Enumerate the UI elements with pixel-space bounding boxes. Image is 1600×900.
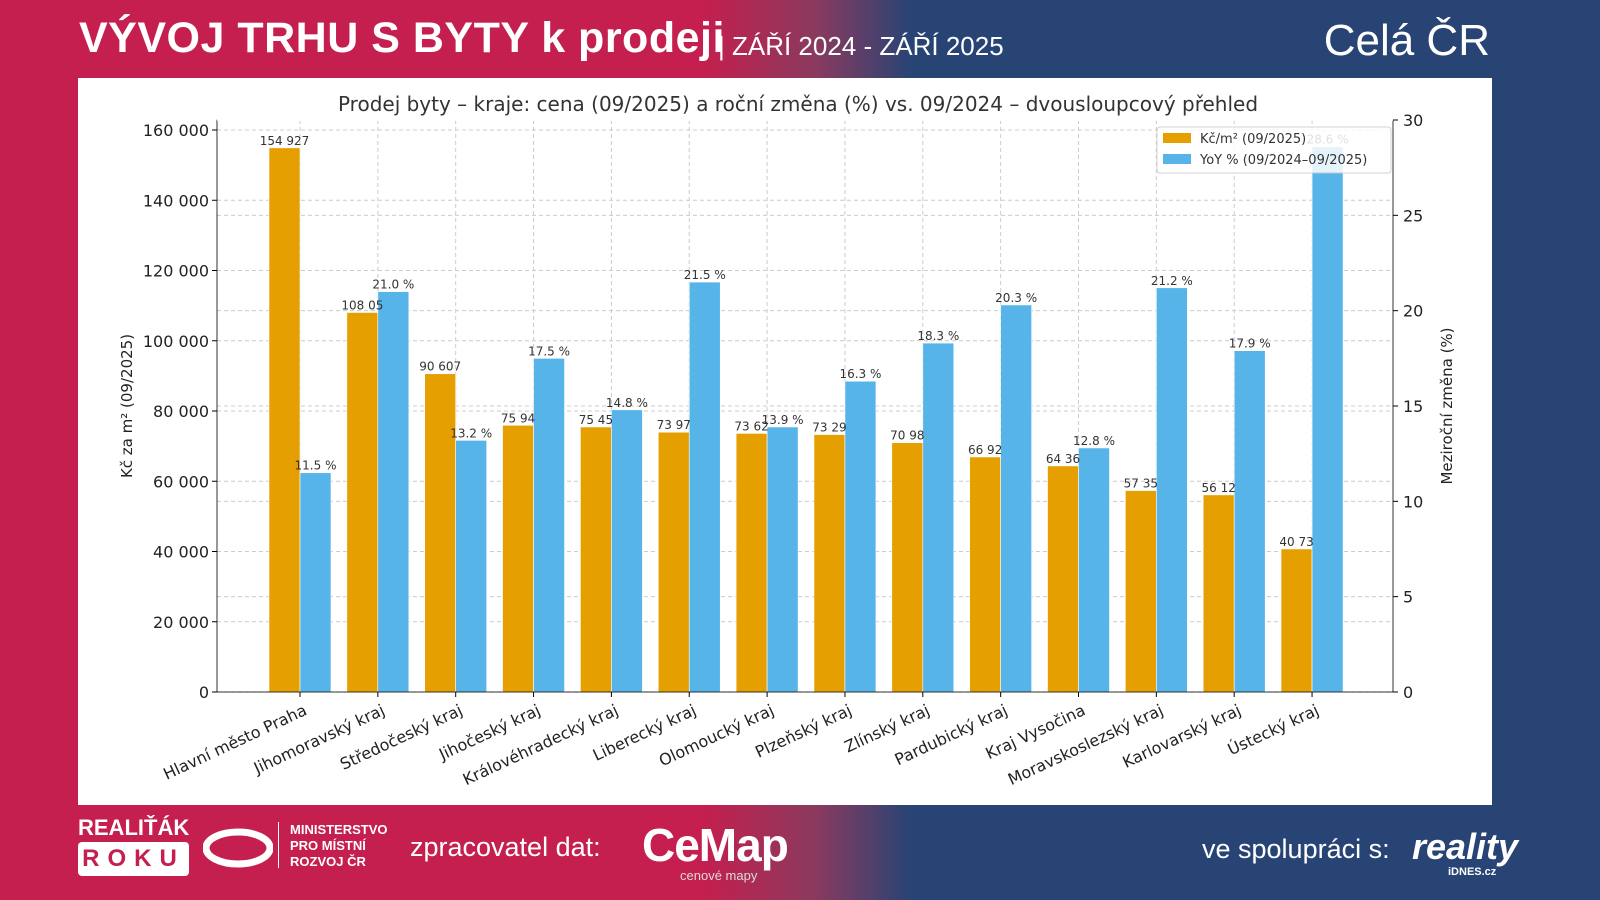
y-tick-label: 120 000 — [143, 262, 209, 281]
partner-label: ve spolupráci s: — [1202, 834, 1390, 864]
bar-price — [891, 442, 924, 693]
y-tick-label: 40 000 — [153, 543, 209, 562]
data-label-yoy: 20.3 % — [995, 291, 1037, 305]
bar-yoy — [611, 409, 643, 693]
realitak-logo-top: REALIŤÁK — [78, 815, 190, 840]
bar-yoy — [844, 380, 877, 693]
bar-yoy — [766, 426, 799, 693]
legend-label-yoy: YoY % (09/2024–09/2025) — [1199, 153, 1367, 168]
data-label-yoy: 17.5 % — [528, 344, 570, 358]
bar-price — [1202, 494, 1235, 693]
data-label-yoy: 18.3 % — [917, 329, 959, 343]
data-label-price: 154 927 — [260, 134, 310, 148]
page-title: VÝVOJ TRHU S BYTY k prodeji — [79, 14, 725, 62]
bar-price — [502, 424, 534, 693]
bar-yoy — [1156, 287, 1188, 693]
data-label-price: 73 97 — [657, 418, 691, 432]
y2-tick-label: 0 — [1403, 683, 1413, 702]
y-tick-label: 20 000 — [153, 613, 209, 632]
reality-idnes-logo: reality — [1412, 826, 1519, 867]
legend-label-price: Kč/m² (09/2025) — [1200, 132, 1306, 147]
cemap-logo: CeMap — [642, 819, 789, 871]
legend-swatch-yoy — [1163, 154, 1191, 164]
data-label-price: 56 12 — [1202, 481, 1236, 495]
data-label-price: 75 94 — [501, 411, 535, 425]
data-label-price: 73 62 — [734, 419, 768, 433]
data-label-yoy: 13.9 % — [762, 413, 804, 427]
bar-yoy — [533, 358, 565, 693]
bar-yoy — [688, 281, 721, 693]
legend-swatch-price — [1163, 133, 1191, 143]
data-label-yoy: 11.5 % — [295, 459, 337, 473]
bar-yoy — [299, 472, 332, 693]
bar-price — [813, 434, 846, 693]
bar-price — [1047, 465, 1079, 693]
x-tick-label: Hlavní město Praha — [160, 700, 309, 783]
bar-yoy — [1311, 146, 1344, 693]
data-label-price: 90 607 — [419, 360, 461, 374]
y-tick-label: 160 000 — [143, 121, 209, 140]
data-label-yoy: 21.0 % — [372, 278, 414, 292]
data-label-yoy: 16.3 % — [839, 367, 881, 381]
idnes-label: iDNES.cz — [1448, 866, 1497, 878]
data-label-price: 57 35 — [1124, 477, 1158, 491]
realitak-logo-bottom: ROKU — [78, 842, 189, 876]
legend: Kč/m² (09/2025) YoY % (09/2024–09/2025) — [1156, 126, 1392, 174]
data-label-price: 108 05 — [341, 298, 383, 312]
y2-tick-label: 20 — [1403, 302, 1423, 321]
period-label: | ZÁŘÍ 2024 - ZÁŘÍ 2025 — [718, 31, 1004, 61]
region-label: Celá ČR — [1323, 16, 1490, 65]
data-label-price: 40 73 — [1279, 535, 1313, 549]
y2-axis-label: Meziroční změna (%) — [1438, 327, 1456, 484]
y-tick-label: 60 000 — [153, 472, 209, 491]
bar-price — [346, 312, 379, 693]
chart-title: Prodej byty – kraje: cena (09/2025) a ro… — [338, 92, 1258, 116]
y-axis-label: Kč za m² (09/2025) — [118, 334, 136, 478]
data-label-yoy: 14.8 % — [606, 396, 648, 410]
bar-yoy — [1233, 350, 1266, 693]
x-tick-label: Jihomoravský kraj — [250, 700, 388, 778]
y2-tick-label: 30 — [1403, 111, 1423, 130]
chart-panel: Prodej byty – kraje: cena (09/2025) a ro… — [78, 78, 1492, 805]
data-label-price: 70 98 — [890, 429, 924, 443]
cemap-subtitle: cenové mapy — [680, 868, 758, 883]
data-label-yoy: 12.8 % — [1073, 434, 1115, 448]
data-label-price: 75 45 — [579, 413, 613, 427]
bar-price — [424, 373, 457, 693]
bar-chart: Prodej byty – kraje: cena (09/2025) a ro… — [118, 92, 1456, 789]
y-tick-label: 140 000 — [143, 191, 209, 210]
y-tick-label: 80 000 — [153, 402, 209, 421]
y2-tick-label: 10 — [1403, 492, 1423, 511]
data-label-price: 66 92 — [968, 443, 1002, 457]
bar-price — [1280, 548, 1313, 693]
bar-yoy — [1000, 304, 1032, 693]
bar-price — [735, 433, 768, 693]
y2-tick-label: 25 — [1403, 206, 1423, 225]
y2-tick-label: 15 — [1403, 397, 1423, 416]
bar-yoy — [1078, 447, 1110, 693]
y-tick-label: 100 000 — [143, 332, 209, 351]
ministry-name: MINISTERSTVO PRO MÍSTNÍ ROZVOJ ČR — [290, 822, 388, 869]
bar-yoy — [377, 291, 410, 693]
y-tick-label: 0 — [199, 683, 209, 702]
y2-tick-label: 5 — [1403, 588, 1413, 607]
bar-price — [580, 426, 612, 693]
data-label-yoy: 21.2 % — [1151, 274, 1193, 288]
bar-price — [1125, 490, 1157, 693]
data-label-price: 64 36 — [1046, 452, 1080, 466]
bar-yoy — [922, 342, 955, 693]
data-label-yoy: 17.9 % — [1229, 337, 1271, 351]
data-label-yoy: 13.2 % — [450, 426, 492, 440]
bar-price — [657, 431, 690, 693]
bar-price — [268, 147, 301, 693]
data-label-yoy: 21.5 % — [684, 268, 726, 282]
bar-yoy — [455, 440, 488, 693]
bar-price — [969, 456, 1001, 693]
ministry-emblem-icon — [203, 828, 273, 868]
data-label-price: 73 29 — [812, 421, 846, 435]
processor-label: zpracovatel dat: — [410, 832, 601, 862]
